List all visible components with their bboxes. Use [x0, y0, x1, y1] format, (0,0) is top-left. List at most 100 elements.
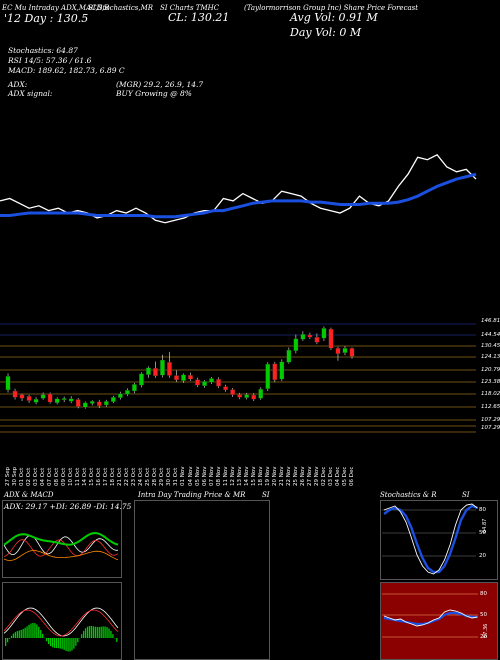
- adx-plus-di: [3, 535, 119, 556]
- date-label: 04 Dec: [334, 466, 341, 486]
- date-label: 06 Dec: [348, 466, 355, 486]
- date-label: 01 Nov: [180, 466, 187, 486]
- price-axis-label: 124.13: [481, 354, 500, 360]
- macd-bar: [55, 638, 57, 649]
- macd-bar: [30, 623, 32, 638]
- header-snip-4: (Taylormorrison Group Inc) Share Price F…: [244, 4, 419, 12]
- date-label: 09 Oct: [61, 467, 68, 486]
- date-label: 11 Oct: [75, 467, 82, 486]
- candle-body: [230, 389, 236, 395]
- date-label: 18 Oct: [110, 467, 117, 486]
- date-label: 21 Oct: [117, 467, 124, 486]
- macd-bar: [106, 627, 108, 638]
- macd-bar: [14, 632, 17, 638]
- rsi-level-80: 80: [480, 591, 487, 597]
- candle-body: [349, 348, 355, 357]
- macd-bar: [5, 638, 7, 646]
- macd-bar: [47, 638, 50, 645]
- candle-body: [335, 348, 341, 354]
- date-label: 29 Nov: [313, 466, 320, 486]
- adx-panel: [2, 500, 122, 578]
- close-price: CL: 130.21: [168, 11, 230, 24]
- candle-body: [89, 401, 95, 404]
- candle-body: [33, 398, 39, 403]
- macd-bar: [77, 638, 79, 643]
- date-label: 08 Nov: [215, 466, 222, 486]
- price-axis-label: 120.79: [481, 367, 500, 373]
- candle-body: [139, 373, 144, 386]
- stochastics-lines: [382, 503, 478, 575]
- adx-trend-line: [3, 531, 119, 546]
- date-label: 27 Nov: [306, 466, 313, 486]
- intraday-panel: [134, 500, 270, 660]
- macd-bar: [100, 626, 102, 638]
- candle-body: [265, 363, 271, 389]
- rsi-side-label: 57.36: [483, 623, 489, 638]
- price-line-chart: [0, 153, 477, 224]
- candle-body: [181, 374, 186, 381]
- date-label: 04 Nov: [187, 466, 194, 486]
- macd-bar: [57, 638, 59, 649]
- macd-bar: [18, 630, 20, 638]
- macd-bar: [51, 638, 54, 648]
- candle-body: [125, 390, 130, 395]
- candle-body: [237, 394, 243, 398]
- date-label: 14 Nov: [243, 466, 250, 486]
- price-axis-label: 107.29: [481, 425, 500, 431]
- candle-body: [251, 394, 257, 400]
- candle-body: [96, 401, 102, 406]
- macd-bar: [61, 638, 63, 650]
- header-snip-3: SI Charts TMHC: [160, 4, 220, 12]
- candle-body: [26, 396, 32, 401]
- macd-bar: [67, 638, 69, 652]
- header-snip-1: EC Mu Intraday ADX,MACD,R: [2, 4, 110, 12]
- macd-bar: [104, 626, 106, 638]
- macd-bar: [69, 638, 71, 652]
- candle-body: [68, 398, 74, 402]
- rsi-lines: [382, 593, 478, 638]
- macd-bar: [16, 631, 18, 638]
- macd-bar: [24, 627, 26, 638]
- date-label: 24 Oct: [138, 467, 145, 486]
- macd-bar: [12, 633, 15, 638]
- stoch-k-line: [383, 503, 478, 575]
- macd-bar: [42, 633, 44, 638]
- macd-bar: [34, 623, 36, 638]
- rsi-stat: RSI 14/5: 57.36 / 61.6: [8, 56, 92, 65]
- intraday-title: Intra Day Trading Price & MR: [138, 491, 246, 499]
- candle-body: [160, 359, 165, 376]
- candle-body: [300, 334, 306, 340]
- adx-signal-stat: ADX signal:: [8, 89, 53, 98]
- date-label: 08 Oct: [54, 467, 61, 486]
- candle-body: [202, 381, 207, 386]
- macd-bar: [84, 628, 87, 638]
- candle-body: [321, 328, 327, 339]
- macd-bar: [8, 638, 11, 639]
- candle-body: [146, 367, 151, 375]
- price-axis-label: 112.65: [481, 404, 500, 410]
- date-label: 11 Nov: [222, 466, 229, 486]
- price-axis-label: 144.54: [481, 332, 500, 338]
- candle-body: [61, 398, 67, 401]
- macd-bar: [59, 638, 61, 649]
- moving-average-line: [0, 172, 477, 219]
- candle-body: [103, 401, 109, 406]
- macd-bar: [53, 638, 56, 648]
- macd-bar: [96, 626, 98, 638]
- date-label: 12 Nov: [229, 466, 236, 486]
- day-volume: Day Vol: 0 M: [290, 26, 362, 39]
- macd-bar: [83, 630, 85, 638]
- stochastics-title-si: SI: [462, 491, 470, 499]
- candle-body: [54, 398, 60, 403]
- macd-bar: [110, 630, 112, 638]
- price-axis-label: 146.81: [481, 318, 500, 324]
- macd-bar: [94, 626, 96, 638]
- date-label: 15 Nov: [250, 466, 257, 486]
- date-label: 18 Nov: [257, 466, 264, 486]
- candle-body: [153, 367, 158, 377]
- candle-body: [82, 402, 88, 408]
- date-label: 05 Dec: [341, 466, 348, 486]
- candle-body: [314, 337, 320, 343]
- date-label: 16 Oct: [96, 467, 103, 486]
- candle-body: [342, 348, 348, 353]
